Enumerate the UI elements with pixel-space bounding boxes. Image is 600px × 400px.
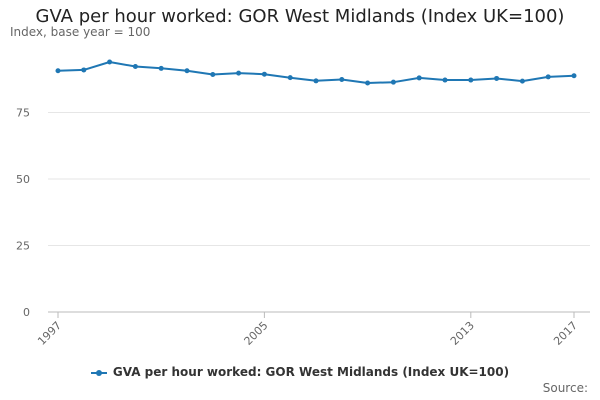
data-point xyxy=(184,68,190,74)
data-point xyxy=(261,71,267,77)
legend-marker xyxy=(95,369,102,376)
x-tick-label: 1997 xyxy=(35,319,64,348)
data-point xyxy=(107,59,113,65)
data-point xyxy=(416,75,422,81)
chart-title: GVA per hour worked: GOR West Midlands (… xyxy=(35,6,565,27)
data-point xyxy=(81,67,87,73)
legend[interactable]: GVA per hour worked: GOR West Midlands (… xyxy=(0,365,600,379)
y-tick-label: 25 xyxy=(16,240,30,253)
y-axis-title: Index, base year = 100 xyxy=(10,25,151,39)
data-point xyxy=(287,75,293,81)
data-point xyxy=(365,80,371,86)
data-point xyxy=(132,63,138,69)
data-point xyxy=(390,79,396,85)
data-point xyxy=(236,70,242,76)
data-point xyxy=(313,78,319,84)
source-label: Source: xyxy=(542,381,588,395)
data-point xyxy=(210,71,216,77)
legend-line-icon xyxy=(90,367,107,379)
data-point xyxy=(55,68,61,74)
y-tick-label: 75 xyxy=(16,107,30,120)
x-tick-label: 2017 xyxy=(551,319,580,348)
data-point xyxy=(339,77,345,83)
y-tick-label: 0 xyxy=(23,306,30,319)
x-tick-label: 2013 xyxy=(448,319,477,348)
data-point xyxy=(494,75,500,81)
data-point xyxy=(571,73,577,79)
data-point xyxy=(468,77,474,83)
y-tick-label: 50 xyxy=(16,173,30,186)
data-point xyxy=(519,78,525,84)
data-point xyxy=(158,65,164,71)
data-point xyxy=(545,74,551,80)
legend-label: GVA per hour worked: GOR West Midlands (… xyxy=(112,365,510,379)
data-point xyxy=(442,77,448,83)
x-tick-label: 2005 xyxy=(242,319,271,348)
